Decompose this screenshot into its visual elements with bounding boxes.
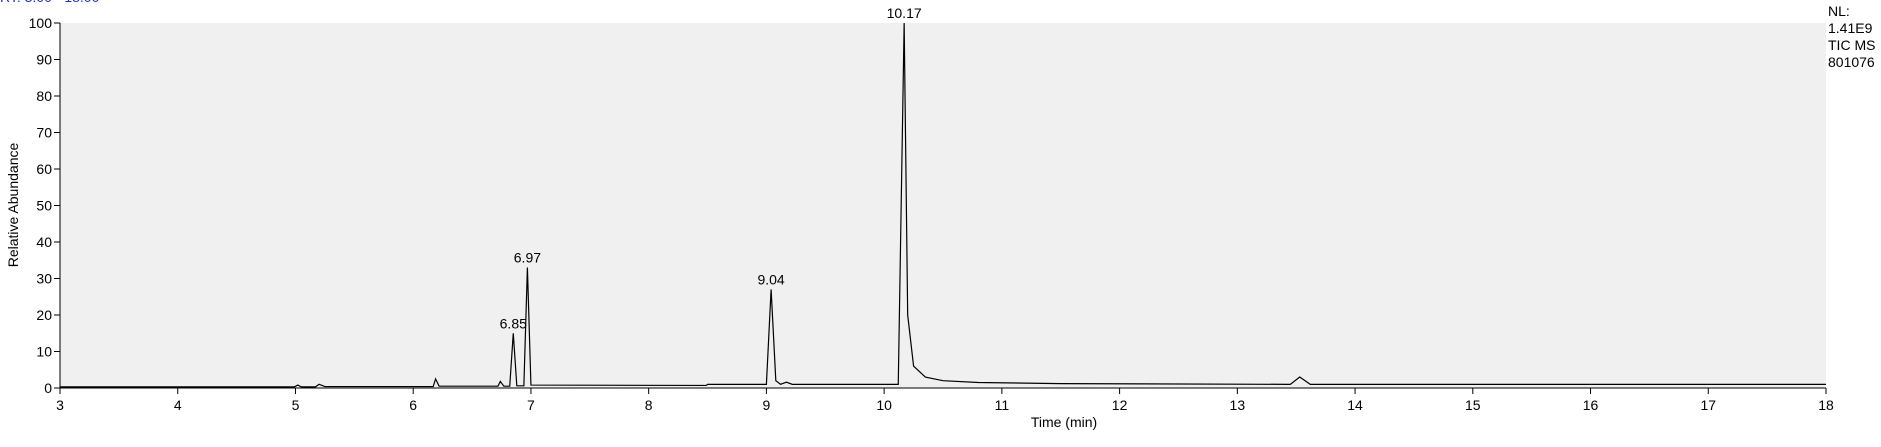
y-tick-label: 60 (36, 161, 52, 177)
y-tick-label: 30 (36, 271, 52, 287)
y-tick-label: 10 (36, 344, 52, 360)
peak-label: 10.17 (887, 5, 922, 21)
x-tick-label: 16 (1583, 397, 1599, 413)
x-tick-label: 6 (409, 397, 417, 413)
plot-area (60, 23, 1826, 388)
x-tick-label: 17 (1700, 397, 1716, 413)
y-tick-label: 90 (36, 52, 52, 68)
y-tick-label: 70 (36, 125, 52, 141)
y-tick-label: 20 (36, 307, 52, 323)
x-axis-label: Time (min) (1031, 414, 1097, 430)
x-tick-label: 9 (763, 397, 771, 413)
x-tick-label: 18 (1818, 397, 1834, 413)
peak-label: 9.04 (757, 271, 784, 287)
y-axis-label: Relative Abundance (5, 143, 21, 268)
x-tick-label: 12 (1112, 397, 1128, 413)
y-tick-label: 0 (44, 380, 52, 396)
x-tick-label: 14 (1347, 397, 1363, 413)
info-text: 801076 (1828, 54, 1875, 70)
x-tick-label: 8 (645, 397, 653, 413)
x-tick-label: 11 (995, 397, 1010, 413)
x-tick-label: 13 (1230, 397, 1246, 413)
info-text: NL: (1828, 3, 1850, 19)
trace (60, 22, 1826, 388)
rt-range: RT: 3.00 - 18.00 (0, 0, 100, 5)
y-tick-label: 50 (36, 198, 52, 214)
x-tick-label: 5 (292, 397, 300, 413)
y-tick-label: 40 (36, 234, 52, 250)
info-text: TIC MS (1828, 37, 1875, 53)
x-tick-label: 10 (876, 397, 892, 413)
y-tick-label: 80 (36, 88, 52, 104)
x-tick-label: 7 (527, 397, 535, 413)
x-tick-label: 4 (174, 397, 182, 413)
peak-label: 6.97 (514, 250, 541, 266)
x-tick-label: 3 (56, 397, 64, 413)
y-tick-label: 100 (29, 15, 53, 31)
x-tick-label: 15 (1465, 397, 1481, 413)
peak-label: 6.85 (500, 315, 527, 331)
info-text: 1.41E9 (1828, 20, 1873, 36)
